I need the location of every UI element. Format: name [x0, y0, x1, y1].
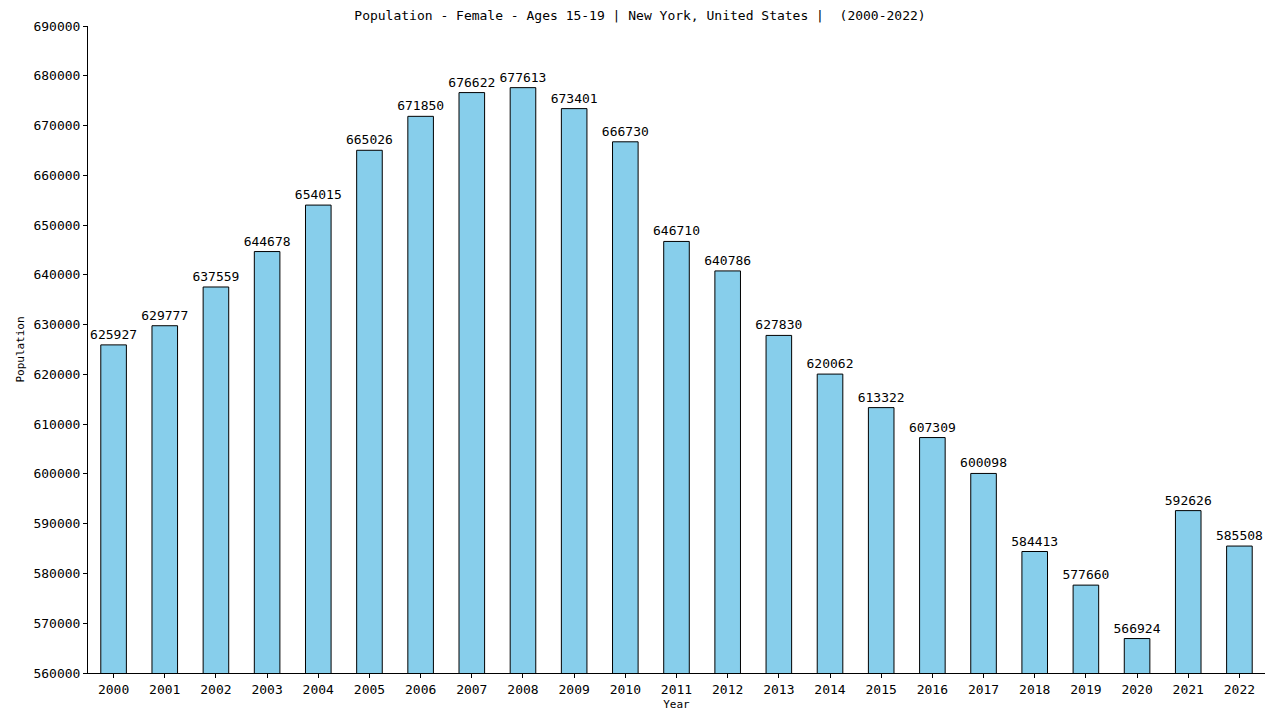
svg-text:2013: 2013	[763, 682, 794, 697]
svg-text:665026: 665026	[346, 132, 393, 147]
svg-text:2020: 2020	[1121, 682, 1152, 697]
svg-text:690000: 690000	[33, 19, 80, 34]
svg-text:600098: 600098	[960, 455, 1007, 470]
svg-text:2009: 2009	[558, 682, 589, 697]
svg-text:625927: 625927	[90, 327, 137, 342]
svg-text:680000: 680000	[33, 68, 80, 83]
svg-text:592626: 592626	[1165, 493, 1212, 508]
svg-text:676622: 676622	[448, 75, 495, 90]
svg-text:2019: 2019	[1070, 682, 1101, 697]
svg-text:2001: 2001	[149, 682, 180, 697]
svg-text:640000: 640000	[33, 267, 80, 282]
svg-text:637559: 637559	[192, 269, 239, 284]
svg-text:2012: 2012	[712, 682, 743, 697]
svg-text:2002: 2002	[200, 682, 231, 697]
svg-text:677613: 677613	[499, 70, 546, 85]
svg-text:630000: 630000	[33, 317, 80, 332]
svg-text:2008: 2008	[507, 682, 538, 697]
svg-text:660000: 660000	[33, 168, 80, 183]
svg-text:600000: 600000	[33, 466, 80, 481]
svg-text:646710: 646710	[653, 223, 700, 238]
svg-text:627830: 627830	[755, 317, 802, 332]
svg-text:566924: 566924	[1113, 621, 1160, 636]
svg-text:640786: 640786	[704, 253, 751, 268]
svg-text:654015: 654015	[295, 187, 342, 202]
svg-text:670000: 670000	[33, 118, 80, 133]
svg-text:629777: 629777	[141, 308, 188, 323]
svg-text:590000: 590000	[33, 516, 80, 531]
svg-text:2003: 2003	[251, 682, 282, 697]
svg-text:Year: Year	[663, 698, 690, 711]
svg-text:620000: 620000	[33, 367, 80, 382]
svg-text:2015: 2015	[866, 682, 897, 697]
svg-text:673401: 673401	[551, 91, 598, 106]
svg-text:2018: 2018	[1019, 682, 1050, 697]
svg-text:2006: 2006	[405, 682, 436, 697]
svg-text:Population: Population	[14, 316, 27, 382]
svg-text:2011: 2011	[661, 682, 692, 697]
svg-text:2017: 2017	[968, 682, 999, 697]
svg-text:613322: 613322	[858, 390, 905, 405]
svg-text:644678: 644678	[244, 234, 291, 249]
svg-text:Population - Female - Ages 15-: Population - Female - Ages 15-19 | New Y…	[354, 8, 925, 23]
svg-text:2021: 2021	[1173, 682, 1204, 697]
svg-text:666730: 666730	[602, 124, 649, 139]
svg-text:620062: 620062	[807, 356, 854, 371]
svg-text:580000: 580000	[33, 566, 80, 581]
svg-text:577660: 577660	[1062, 567, 1109, 582]
svg-text:610000: 610000	[33, 417, 80, 432]
svg-text:570000: 570000	[33, 616, 80, 631]
svg-text:2005: 2005	[354, 682, 385, 697]
svg-text:607309: 607309	[909, 420, 956, 435]
svg-text:2004: 2004	[303, 682, 334, 697]
svg-text:2007: 2007	[456, 682, 487, 697]
svg-text:560000: 560000	[33, 666, 80, 681]
svg-text:2016: 2016	[917, 682, 948, 697]
svg-text:584413: 584413	[1011, 534, 1058, 549]
svg-text:585508: 585508	[1216, 528, 1263, 543]
svg-text:650000: 650000	[33, 218, 80, 233]
svg-text:2000: 2000	[98, 682, 129, 697]
svg-text:671850: 671850	[397, 98, 444, 113]
svg-text:2022: 2022	[1224, 682, 1255, 697]
svg-text:2014: 2014	[814, 682, 845, 697]
svg-text:2010: 2010	[610, 682, 641, 697]
